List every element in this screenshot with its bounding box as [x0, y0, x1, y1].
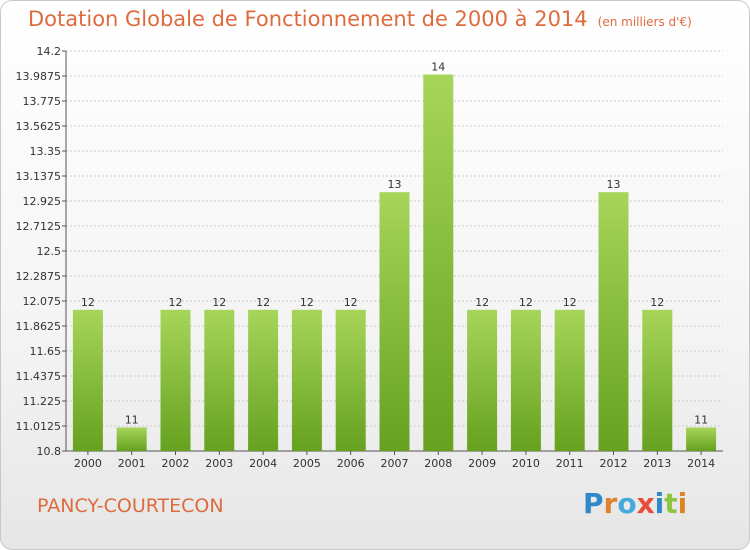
bar-value-label: 13 [388, 178, 402, 191]
y-tick-label: 13.5625 [16, 120, 62, 133]
bar-value-label: 12 [169, 296, 183, 309]
y-tick-label: 12.2875 [16, 270, 62, 283]
y-tick-label: 13.1375 [16, 170, 62, 183]
y-tick-label: 11.4375 [16, 370, 62, 383]
bar [291, 309, 322, 451]
logo-letter: r [603, 487, 618, 520]
bar-value-label: 12 [475, 296, 489, 309]
x-tick-label: 2006 [337, 457, 365, 470]
logo-letter: i [654, 487, 665, 520]
bar-value-label: 12 [563, 296, 577, 309]
bar [116, 427, 147, 451]
bars [72, 74, 717, 452]
bar [248, 309, 279, 451]
x-tick-labels: 2000 2001 2002 2003 2004 2005 2006 2007 2008 2009… [74, 451, 715, 470]
y-tick-label: 11.65 [30, 345, 62, 358]
bar [72, 309, 103, 451]
bar-value-label: 12 [519, 296, 533, 309]
x-tick-label: 2005 [293, 457, 321, 470]
y-tick-label: 13.35 [30, 145, 62, 158]
x-tick-label: 2013 [643, 457, 671, 470]
bar-value-label: 11 [694, 413, 708, 426]
bar [554, 309, 585, 451]
chart-title-text: Dotation Globale de Fonctionnement de 20… [28, 7, 588, 31]
x-tick-label: 2012 [600, 457, 628, 470]
chart-subtitle: (en milliers d'€) [597, 15, 692, 29]
bar [160, 309, 191, 451]
value-labels: 12 11 12 12 12 12 12 13 14 12 12 12 13 12 11 [81, 61, 708, 427]
x-tick-label: 2001 [118, 457, 146, 470]
y-tick-label: 12.5 [37, 245, 62, 258]
bar [642, 309, 673, 451]
bar [686, 427, 717, 451]
bar-value-label: 12 [81, 296, 95, 309]
bar [510, 309, 541, 451]
x-tick-label: 2002 [162, 457, 190, 470]
x-tick-label: 2004 [249, 457, 277, 470]
chart-title: Dotation Globale de Fonctionnement de 20… [28, 7, 692, 31]
logo-letter: P [583, 487, 604, 520]
y-tick-label: 11.225 [23, 395, 62, 408]
x-tick-label: 2010 [512, 457, 540, 470]
bar-value-label: 12 [650, 296, 664, 309]
bar [204, 309, 235, 451]
y-tick-label: 10.8 [37, 445, 62, 458]
y-tick-label: 13.9875 [16, 70, 62, 83]
bar-value-label: 12 [300, 296, 314, 309]
logo-letter: o [617, 487, 637, 520]
bar-value-label: 12 [256, 296, 270, 309]
bar [423, 74, 454, 451]
logo-letter: i [677, 487, 688, 520]
bar-value-label: 12 [344, 296, 358, 309]
x-tick-label: 2014 [687, 457, 715, 470]
y-tick-label: 12.925 [23, 195, 62, 208]
logo-letter: x [636, 487, 655, 520]
bar-value-label: 14 [431, 61, 445, 74]
y-tick-label: 14.2 [37, 45, 62, 58]
y-tick-labels: 10.8 11.0125 11.225 11.4375 11.65 11.8625 12.0… [16, 45, 62, 458]
y-tick-label: 12.075 [23, 295, 62, 308]
bar [467, 309, 498, 451]
bar-value-label: 13 [607, 178, 621, 191]
x-tick-label: 2003 [205, 457, 233, 470]
y-tick-label: 11.0125 [16, 420, 62, 433]
proxiti-logo[interactable]: Proxiti [583, 487, 687, 520]
x-tick-label: 2011 [556, 457, 584, 470]
bar-value-label: 12 [212, 296, 226, 309]
x-tick-label: 2007 [381, 457, 409, 470]
bar [379, 192, 410, 452]
x-tick-label: 2009 [468, 457, 496, 470]
bar [335, 309, 366, 451]
bar-value-label: 11 [125, 413, 139, 426]
commune-name: PANCY-COURTECON [37, 495, 224, 517]
bar [598, 192, 629, 452]
y-tick-label: 11.8625 [16, 320, 62, 333]
logo-letter: t [664, 487, 678, 520]
x-tick-label: 2008 [424, 457, 452, 470]
y-tick-label: 12.7125 [16, 220, 62, 233]
x-tick-label: 2000 [74, 457, 102, 470]
y-tick-label: 13.775 [23, 95, 62, 108]
